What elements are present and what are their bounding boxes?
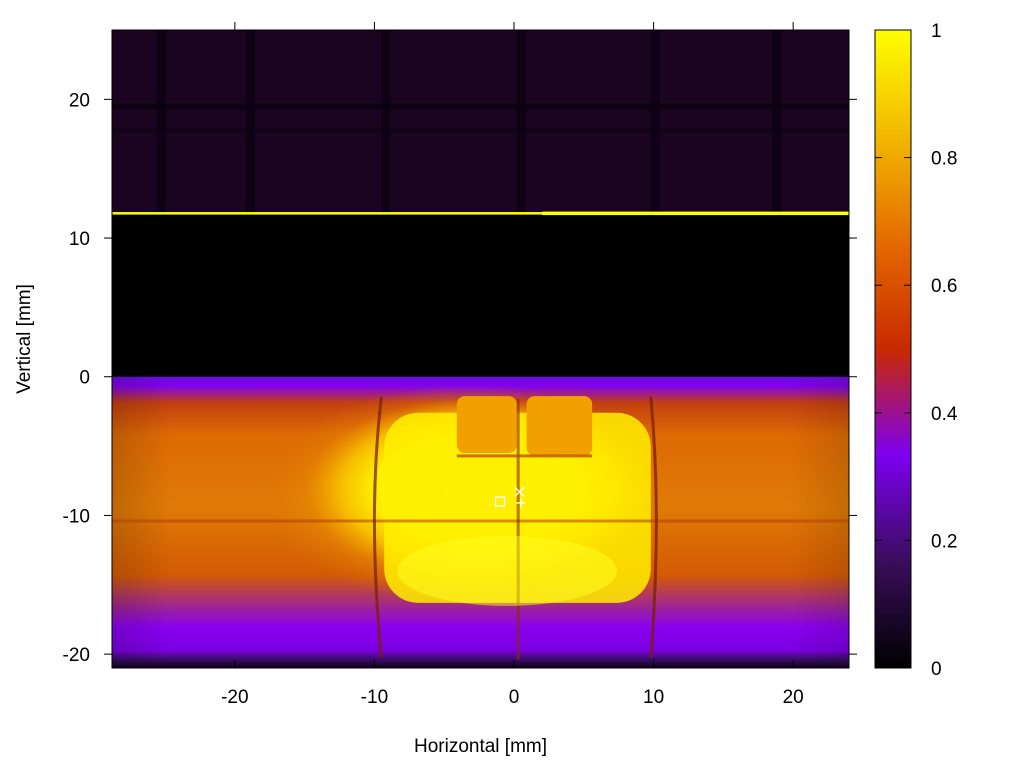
marker-plus — [516, 498, 526, 508]
colorbar-tick-label: 0.6 — [931, 276, 957, 297]
upper-field — [112, 30, 849, 214]
marker-group — [494, 486, 526, 508]
grid-shadow-h-0 — [112, 103, 849, 110]
colorbar-tick-label: 0 — [931, 659, 942, 680]
colorbar-tick-label: 1 — [931, 21, 942, 42]
colorbar-tick-label: 0.8 — [931, 149, 957, 170]
grid-shadow-v-2 — [381, 30, 391, 214]
lower-glow — [397, 535, 618, 606]
grid-shadow-v-0 — [156, 30, 166, 214]
x-tick-label: -20 — [221, 687, 248, 708]
y-tick-label: -10 — [63, 506, 90, 527]
heatmap-image — [112, 30, 849, 668]
marker-x — [514, 486, 525, 497]
x-tick-label: 10 — [643, 687, 664, 708]
y-tick-label: -20 — [63, 645, 90, 666]
upper-lobe-right — [526, 396, 593, 456]
y-tick-label: 20 — [69, 90, 90, 111]
marker-square — [494, 496, 506, 507]
y-tick-label: 0 — [79, 368, 90, 389]
x-axis-label: Horizontal [mm] — [414, 736, 547, 757]
grid-shadow-v-5 — [772, 30, 782, 214]
plot-frame — [111, 29, 850, 669]
seam-horizontal — [112, 519, 849, 523]
seam-left — [372, 396, 383, 659]
grid-shadow-v-1 — [246, 30, 255, 214]
colorbar-bar — [874, 29, 912, 669]
y-tick-label: 10 — [69, 229, 90, 250]
axes: -20 -10 0 10 20 -20 -10 0 10 20 — [63, 22, 857, 708]
yellow-line-right — [541, 211, 849, 216]
yellow-line-left — [112, 212, 542, 215]
colorbar-tick-label: 0.2 — [931, 531, 957, 552]
grid-shadow-v-3 — [516, 30, 526, 214]
lobe-seam — [456, 454, 593, 458]
grid-shadow-v-4 — [650, 30, 660, 214]
x-tick-label: 0 — [509, 687, 520, 708]
seam-right — [649, 396, 658, 659]
x-tick-label: 20 — [783, 687, 804, 708]
colorbar-tick-label: 0.4 — [931, 404, 958, 425]
colorbar: 0 0.2 0.4 0.6 0.8 1 — [874, 21, 958, 680]
grid-shadow-h-1 — [112, 128, 849, 133]
upper-lobe-left — [456, 396, 517, 454]
y-axis-label: Vertical [mm] — [14, 284, 35, 394]
x-tick-label: -10 — [361, 687, 388, 708]
